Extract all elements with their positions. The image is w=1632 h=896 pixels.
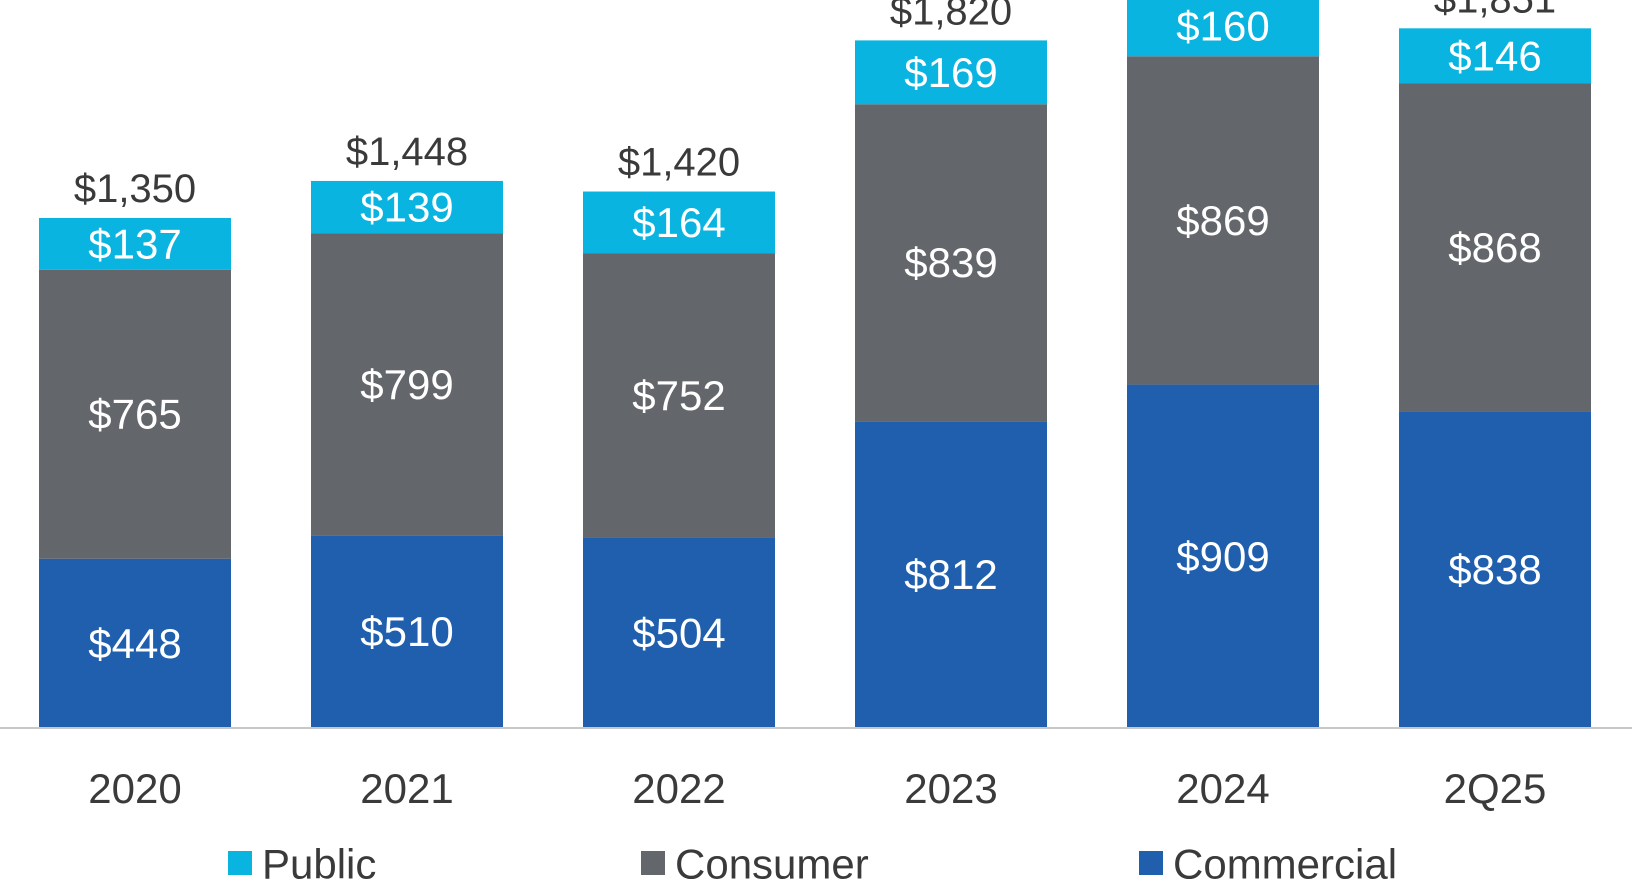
data-label-public-2024: $160 [1176,3,1269,50]
data-label-consumer-2023: $839 [904,239,997,286]
data-label-commercial-2022: $504 [632,609,725,656]
data-label-consumer-2024: $869 [1176,197,1269,244]
bar-segment-public-2022 [583,191,775,254]
total-label-2020: $1,350 [74,167,196,211]
total-label-2021: $1,448 [346,130,468,174]
bar-segment-public-2024 [1127,0,1319,57]
bar-segment-public-2q25 [1399,28,1591,84]
data-label-commercial-2024: $909 [1176,533,1269,580]
x-axis-ticks: 2020 2021 2022 2023 2024 2Q25 [88,765,1546,812]
data-label-consumer-2020: $765 [88,391,181,438]
legend-label-consumer: Consumer [675,841,869,888]
x-tick-label-2020: 2020 [88,765,181,812]
bar-segment-consumer-2021 [311,233,503,536]
bar-segment-consumer-2022 [583,253,775,538]
x-tick-label-2022: 2022 [632,765,725,812]
data-label-commercial-2020: $448 [88,620,181,667]
x-tick-label-2024: 2024 [1176,765,1269,812]
data-label-public-2023: $169 [904,49,997,96]
bar-segment-commercial-2020 [39,558,231,728]
data-label-commercial-2q25: $838 [1448,546,1541,593]
bar-segment-commercial-2024 [1127,384,1319,728]
bar-segment-consumer-2020 [39,269,231,559]
bar-segment-public-2023 [855,40,1047,105]
data-label-public-2020: $137 [88,220,181,267]
bar-segment-consumer-2q25 [1399,83,1591,412]
bar-segment-consumer-2023 [855,104,1047,422]
x-tick-label-2023: 2023 [904,765,997,812]
legend: Public Consumer Commercial [228,841,1397,888]
legend-label-public: Public [262,841,376,888]
legend-swatch-consumer [641,851,665,875]
data-label-public-2021: $139 [360,184,453,231]
x-tick-label-2q25: 2Q25 [1444,765,1547,812]
data-label-commercial-2021: $510 [360,608,453,655]
data-label-consumer-2022: $752 [632,372,725,419]
bars-group: $448 $765 $137 $1,350 $510 $799 $139 $1,448 $504… [39,0,1591,728]
bar-segment-commercial-2q25 [1399,411,1591,728]
bar-segment-public-2021 [311,180,503,234]
data-label-public-2022: $164 [632,199,725,246]
bar-segment-consumer-2024 [1127,56,1319,385]
legend-swatch-public [228,851,252,875]
total-label-2023: $1,820 [890,0,1012,33]
legend-swatch-commercial [1139,851,1163,875]
bar-segment-commercial-2023 [855,421,1047,728]
total-label-2q25: $1,851 [1434,0,1556,21]
data-label-public-2q25: $146 [1448,32,1541,79]
x-tick-label-2021: 2021 [360,765,453,812]
total-label-2022: $1,420 [618,141,740,185]
bar-segment-public-2020 [39,217,231,270]
bar-segment-commercial-2021 [311,535,503,728]
data-label-commercial-2023: $812 [904,551,997,598]
legend-label-commercial: Commercial [1173,841,1397,888]
bar-segment-commercial-2022 [583,537,775,728]
data-label-consumer-2021: $799 [360,361,453,408]
data-label-consumer-2q25: $868 [1448,224,1541,271]
